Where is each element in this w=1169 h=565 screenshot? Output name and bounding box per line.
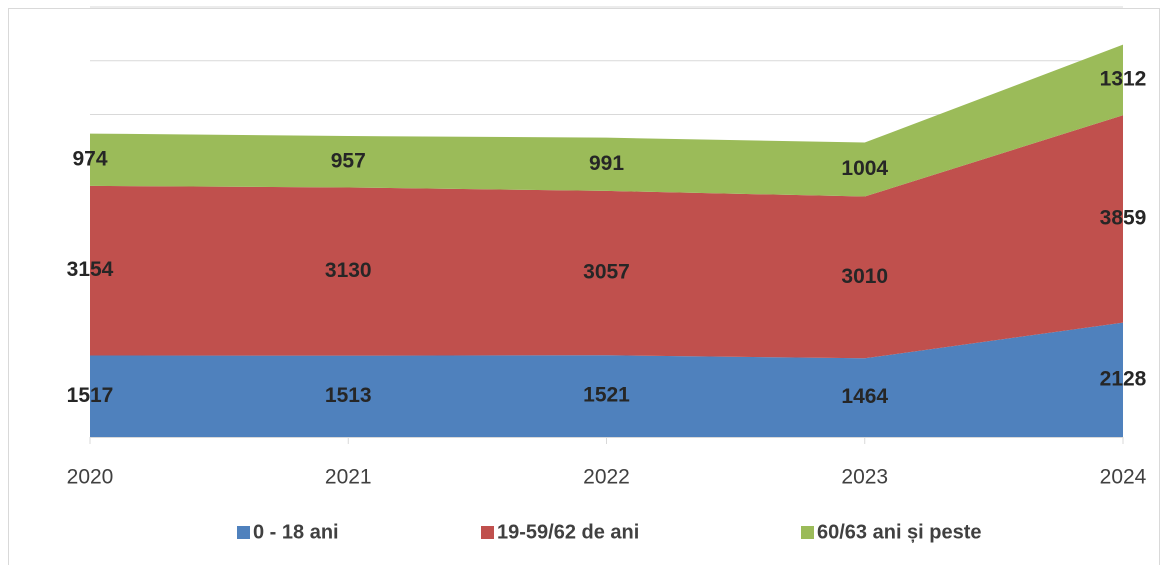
data-label: 3154 xyxy=(67,258,114,281)
data-label: 1464 xyxy=(841,385,888,408)
data-label: 1521 xyxy=(583,384,630,407)
data-label: 3130 xyxy=(325,259,372,282)
x-tick-label: 2020 xyxy=(67,466,114,489)
legend-swatch xyxy=(481,526,494,539)
legend-label: 19-59/62 de ani xyxy=(497,521,639,543)
data-label: 2128 xyxy=(1100,367,1147,390)
data-label: 991 xyxy=(589,152,624,175)
data-label: 974 xyxy=(72,147,107,170)
data-label: 3057 xyxy=(583,261,630,284)
area xyxy=(90,115,1123,359)
legend-label: 0 - 18 ani xyxy=(253,521,339,543)
data-label: 1312 xyxy=(1100,67,1147,90)
legend-label: 60/63 ani și peste xyxy=(817,521,982,543)
data-label: 957 xyxy=(331,149,366,172)
data-label: 1513 xyxy=(325,384,372,407)
data-label: 1517 xyxy=(67,384,114,407)
data-label: 3010 xyxy=(841,265,888,288)
data-label: 3859 xyxy=(1100,206,1147,229)
legend-swatch xyxy=(801,526,814,539)
data-label: 1004 xyxy=(841,157,888,180)
x-tick-label: 2024 xyxy=(1100,466,1147,489)
x-tick-label: 2022 xyxy=(583,466,630,489)
x-tick-label: 2023 xyxy=(841,466,888,489)
legend-swatch xyxy=(237,526,250,539)
x-tick-label: 2021 xyxy=(325,466,372,489)
area xyxy=(90,44,1123,197)
area xyxy=(90,322,1123,437)
